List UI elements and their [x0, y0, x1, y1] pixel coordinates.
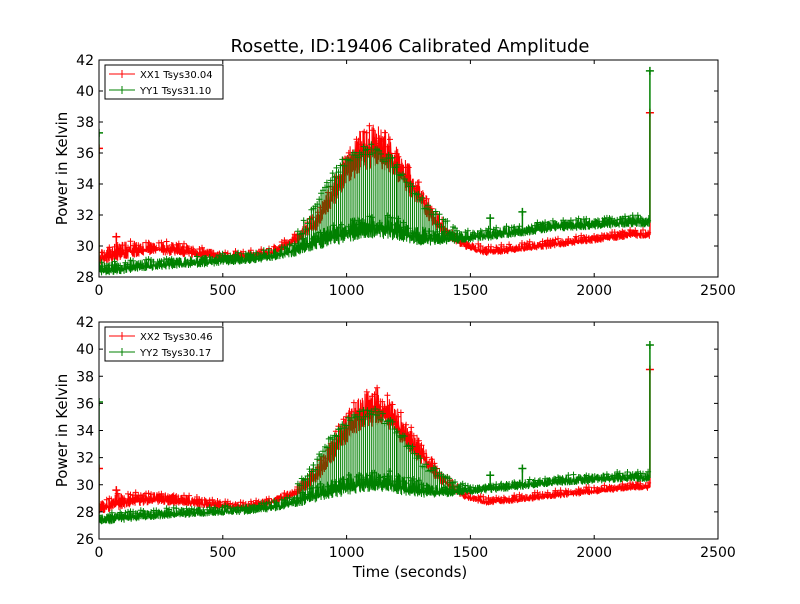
spike-marker — [645, 341, 654, 350]
series-envelope — [297, 144, 466, 251]
spike-marker — [486, 471, 495, 480]
x-tick-label: 0 — [95, 545, 104, 561]
spike-marker — [99, 398, 103, 407]
y-axis-label: Power in Kelvin — [53, 374, 71, 488]
legend-marker — [118, 348, 126, 356]
y-tick-label: 32 — [76, 451, 94, 467]
series-markers — [99, 406, 652, 523]
spike-marker — [518, 207, 527, 216]
axes-frame — [98, 59, 719, 278]
bottom-panel: 0 500 1000 1500 2000 2500 26 28 30 32 34 36 38 40 42 Po… — [53, 315, 736, 561]
legend: XX2 Tsys30.46 YY2 Tsys30.17 — [104, 326, 224, 362]
legend-label: XX1 Tsys30.04 — [140, 70, 213, 81]
x-tick-label: 1000 — [329, 283, 365, 299]
spike-marker — [99, 464, 103, 473]
y-tick-label: 28 — [76, 270, 94, 286]
series-trace — [99, 471, 650, 525]
legend-item: YY2 Tsys30.17 — [109, 348, 211, 359]
y-tick-label: 42 — [76, 315, 94, 331]
x-tick-label: 2000 — [576, 545, 612, 561]
legend-marker — [118, 70, 126, 78]
series-trace — [99, 124, 650, 265]
top-panel: 0 500 1000 1500 2000 2500 28 30 32 34 36 38 40 42 Powe… — [53, 53, 736, 299]
legend-label: XX2 Tsys30.46 — [140, 332, 213, 343]
spike-marker — [99, 144, 103, 153]
spike-marker — [486, 214, 495, 223]
legend-marker — [118, 332, 126, 340]
spike-marker — [518, 464, 527, 473]
figure-title: Rosette, ID:19406 Calibrated Amplitude — [231, 36, 590, 57]
spike-marker — [112, 232, 121, 241]
plot-area — [99, 341, 654, 525]
series-xx1 — [99, 108, 654, 265]
legend-item: XX2 Tsys30.46 — [109, 332, 213, 343]
series-yy1 — [99, 66, 654, 276]
y-tick-label: 42 — [76, 53, 94, 69]
y-tick-label: 38 — [76, 115, 94, 131]
y-tick-label: 30 — [76, 478, 94, 494]
y-tick-label: 32 — [76, 208, 94, 224]
y-tick-label: 36 — [76, 396, 94, 412]
x-tick-label: 2000 — [576, 283, 612, 299]
y-tick-label: 34 — [76, 177, 94, 193]
series-trace — [99, 387, 650, 514]
legend-item: XX1 Tsys30.04 — [109, 70, 213, 81]
legend-label: YY2 Tsys30.17 — [139, 348, 211, 359]
x-axis-label: Time (seconds) — [352, 563, 468, 581]
x-tick-label: 2500 — [700, 283, 736, 299]
legend: XX1 Tsys30.04 YY1 Tsys31.10 — [104, 64, 224, 100]
x-tick-label: 0 — [95, 283, 104, 299]
y-tick-label: 30 — [76, 239, 94, 255]
series-envelope — [297, 409, 466, 503]
y-tick-label: 36 — [76, 146, 94, 162]
plot-area — [99, 66, 654, 276]
x-tick-label: 1500 — [453, 545, 489, 561]
y-tick-label: 26 — [76, 532, 94, 548]
legend-box — [104, 64, 224, 100]
spike-marker — [99, 128, 103, 137]
x-tick-label: 1000 — [329, 545, 365, 561]
legend-marker — [118, 86, 126, 94]
y-tick-label: 34 — [76, 424, 94, 440]
x-tick-label: 1500 — [453, 283, 489, 299]
x-tick-label: 500 — [209, 545, 236, 561]
y-axis-label: Power in Kelvin — [53, 112, 71, 226]
y-tick-label: 40 — [76, 342, 94, 358]
series-markers — [99, 141, 652, 272]
x-tick-label: 500 — [209, 283, 236, 299]
y-tick-label: 38 — [76, 369, 94, 385]
series-yy2 — [99, 341, 654, 525]
legend-label: YY1 Tsys31.10 — [139, 86, 211, 97]
y-tick-label: 40 — [76, 84, 94, 100]
series-xx2 — [99, 365, 654, 514]
spike-marker — [645, 66, 654, 75]
legend-item: YY1 Tsys31.10 — [109, 86, 211, 97]
legend-box — [104, 326, 224, 362]
y-tick-label: 28 — [76, 505, 94, 521]
spike-marker — [112, 486, 121, 495]
x-tick-label: 2500 — [700, 545, 736, 561]
